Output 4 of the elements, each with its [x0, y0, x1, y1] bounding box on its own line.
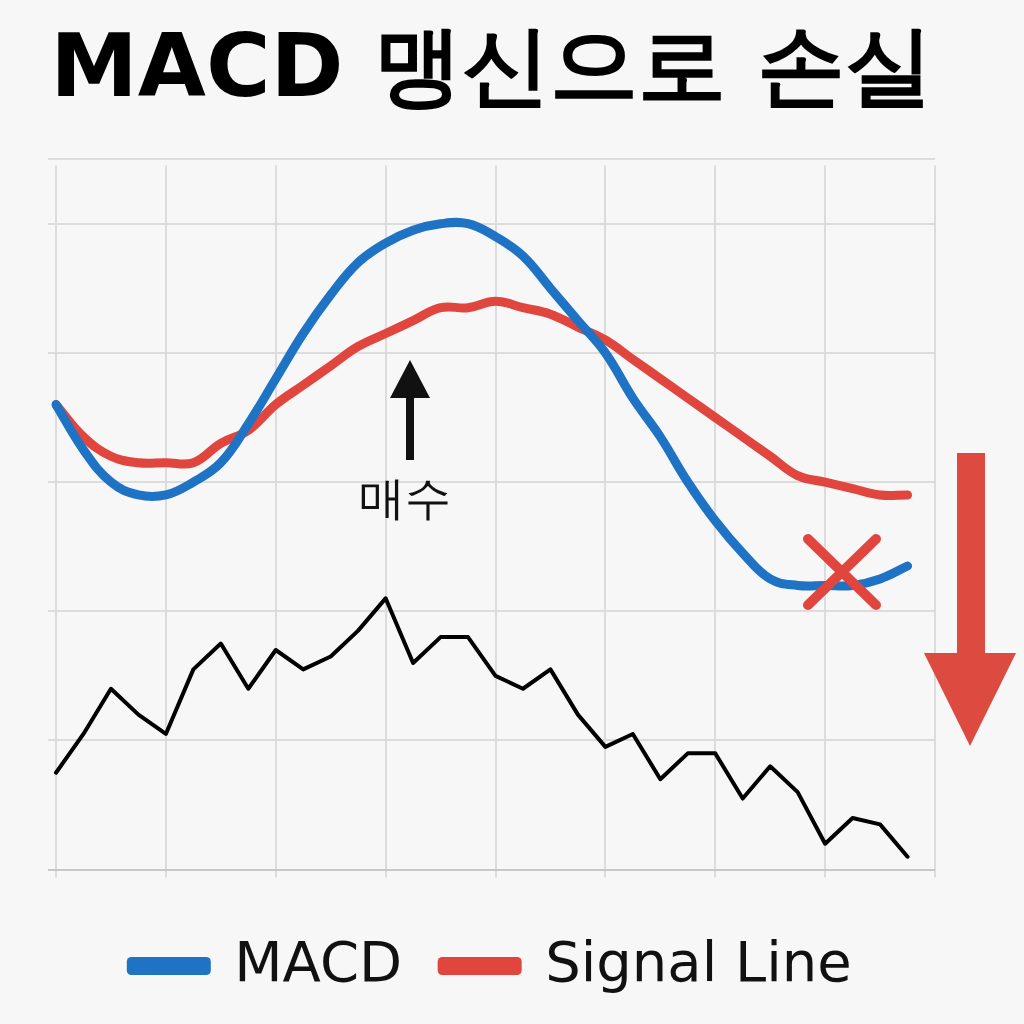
legend-label: Signal Line — [545, 928, 852, 994]
chart-title: MACD 맹신으로 손실 — [50, 13, 933, 117]
annotation: 매수 — [358, 470, 452, 527]
legend-label: MACD — [234, 928, 403, 994]
